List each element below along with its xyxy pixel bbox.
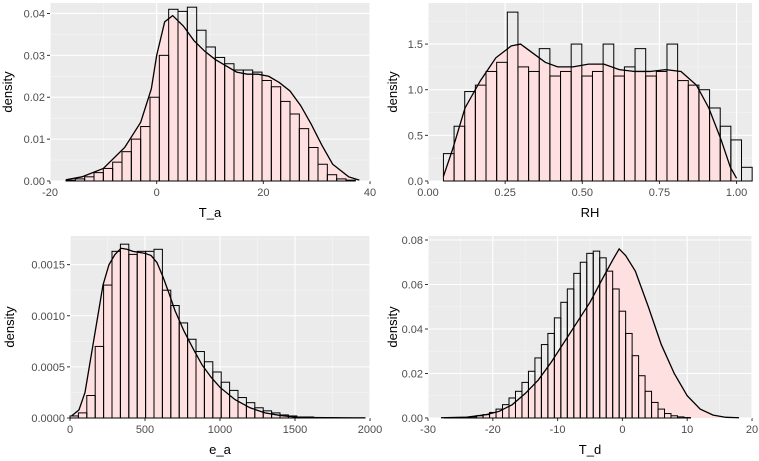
x-axis-title: T_d — [579, 442, 601, 457]
x-tick-label: -30 — [420, 424, 436, 436]
x-tick-label: 500 — [136, 424, 154, 436]
x-tick-label: 0.00 — [417, 187, 438, 199]
y-tick-label: 0.01 — [24, 134, 45, 146]
x-tick-label: 0.75 — [649, 187, 670, 199]
y-tick-label: 0.03 — [24, 50, 45, 62]
y-axis-title: density — [385, 71, 400, 113]
x-tick-label: 20 — [746, 424, 758, 436]
t-a-histogram-bar — [65, 179, 76, 182]
t-a-histogram-bar — [317, 163, 328, 182]
y-tick-label: 1.0 — [408, 85, 423, 97]
y-axis-title: density — [2, 306, 17, 348]
y-tick-label: 0.00 — [402, 413, 423, 425]
panel-t-a: -20 0 20 40 0.00 0.01 0.02 0.03 0.04 T_a density — [0, 3, 376, 220]
y-tick-label: 0.04 — [24, 8, 45, 20]
rh-histogram-bar — [741, 166, 753, 182]
rh-density-area — [443, 44, 737, 182]
panel-rh: 0.00 0.25 0.50 0.75 1.00 0.0 0.5 1.0 1.5 RH densit… — [385, 3, 753, 220]
x-tick-label: 40 — [364, 187, 376, 199]
x-tick-label: 0.50 — [572, 187, 593, 199]
y-tick-label: 0.0000 — [31, 413, 65, 425]
y-tick-label: 0.0 — [408, 176, 423, 188]
y-tick-label: 0.06 — [402, 280, 423, 292]
x-tick-label: 20 — [257, 187, 269, 199]
x-tick-label: 1.00 — [726, 187, 747, 199]
x-axis-title: T_a — [199, 205, 222, 220]
rh-density-line — [442, 43, 738, 179]
t-a-density-area — [66, 15, 360, 181]
x-tick-label: 1500 — [283, 424, 307, 436]
e-a-density-line — [71, 247, 366, 419]
t-a-histogram-bar — [345, 179, 356, 182]
panel-t-d: -30 -20 -10 0 10 20 0.00 0.02 0.04 0.06 0.08 T_d den… — [385, 235, 758, 457]
x-tick-label: 10 — [681, 424, 693, 436]
t-d-density-line — [440, 247, 740, 419]
y-tick-label: 0.0005 — [31, 362, 65, 374]
x-tick-label: -10 — [550, 424, 566, 436]
y-tick-label: 0.08 — [402, 235, 423, 247]
x-axis-title: e_a — [209, 442, 231, 457]
panel-e-a: 0 500 1000 1500 2000 0.0000 0.0005 0.0010 0.0015… — [2, 236, 382, 457]
x-tick-label: 0.25 — [494, 187, 515, 199]
y-axis-title: density — [385, 306, 400, 348]
t-a-density-line — [65, 14, 360, 181]
y-tick-label: 0.04 — [402, 324, 423, 336]
y-axis-title: density — [0, 71, 15, 113]
x-tick-label: 0 — [619, 424, 625, 436]
y-tick-label: 0.02 — [402, 369, 423, 381]
t-d-density-area — [440, 248, 740, 418]
y-tick-label: 0.5 — [408, 130, 423, 142]
y-tick-label: 0.0010 — [31, 311, 65, 323]
y-tick-label: 1.5 — [408, 39, 423, 51]
rh-histogram-bar — [730, 139, 743, 182]
y-tick-label: 0.0015 — [31, 260, 65, 272]
x-tick-label: -20 — [485, 424, 501, 436]
x-tick-label: 1000 — [208, 424, 232, 436]
y-tick-label: 0.00 — [24, 176, 45, 188]
x-tick-label: 2000 — [358, 424, 382, 436]
x-axis-title: RH — [581, 205, 600, 220]
y-tick-label: 0.02 — [24, 92, 45, 104]
x-tick-label: 0 — [67, 424, 73, 436]
t-a-histogram-bar — [326, 174, 338, 182]
e-a-density-area — [71, 248, 366, 418]
x-tick-label: 0 — [154, 187, 160, 199]
x-tick-label: -20 — [42, 187, 58, 199]
